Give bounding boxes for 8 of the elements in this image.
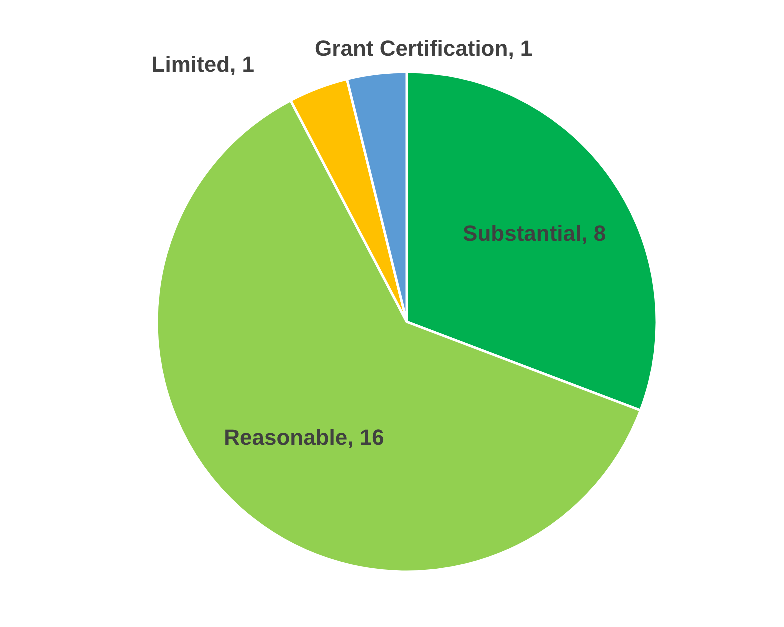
data-label: , 16 xyxy=(348,425,384,450)
slice-label: Reasonable xyxy=(224,425,348,450)
data-label: , 1 xyxy=(508,36,533,62)
data-label: , 8 xyxy=(582,220,606,246)
slice-label: Limited xyxy=(152,52,230,77)
data-label: , 1 xyxy=(230,52,254,77)
slice-label: Substantial xyxy=(463,220,582,246)
slice-label: Grant Certification xyxy=(315,36,508,62)
